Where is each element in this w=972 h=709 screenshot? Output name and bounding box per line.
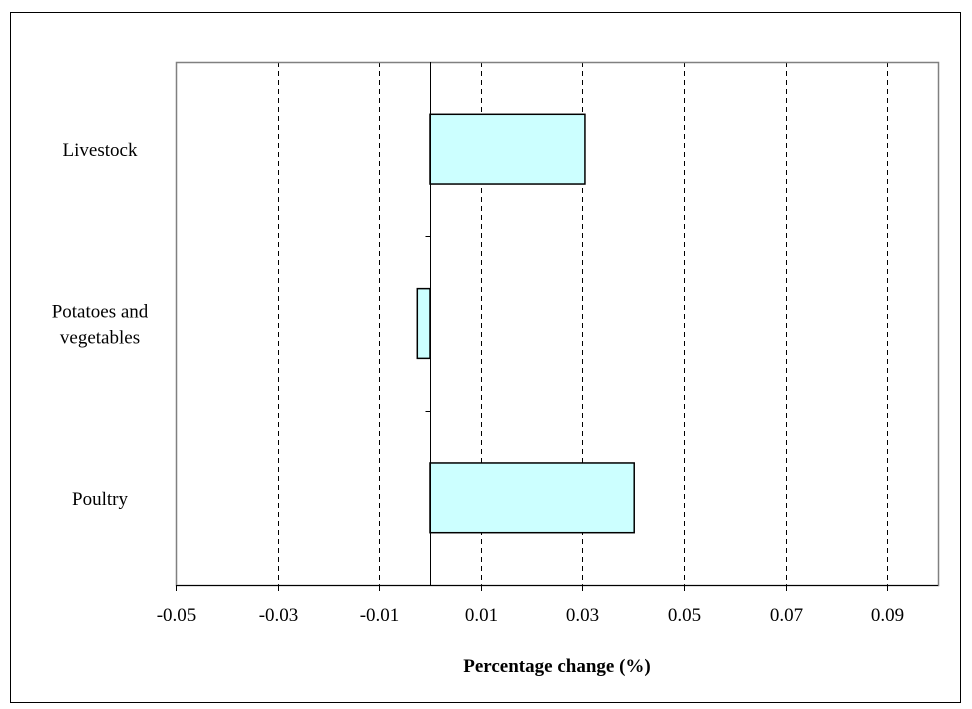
category-label-line: Livestock bbox=[63, 140, 138, 161]
category-label: Livestock bbox=[63, 140, 138, 161]
x-axis-title: Percentage change (%) bbox=[463, 656, 650, 677]
bar bbox=[416, 287, 431, 360]
bar bbox=[429, 462, 635, 534]
bars bbox=[416, 113, 635, 534]
category-label-line: Potatoes and bbox=[52, 302, 149, 323]
x-tick-label: -0.05 bbox=[157, 605, 197, 626]
bar bbox=[429, 113, 586, 185]
x-tick-label: 0.09 bbox=[871, 605, 904, 626]
labels: -0.05 -0.03 -0.01 0.01 0.03 0.05 0.07 0.09 Lives… bbox=[52, 140, 904, 626]
axes bbox=[175, 61, 940, 591]
x-tick-label: -0.03 bbox=[259, 605, 299, 626]
x-tick-label: 0.03 bbox=[566, 605, 599, 626]
category-label-line: Poultry bbox=[72, 489, 128, 510]
x-tick-label: 0.05 bbox=[668, 605, 701, 626]
x-tick-label: -0.01 bbox=[360, 605, 400, 626]
x-tick-label: 0.07 bbox=[770, 605, 803, 626]
category-label: Poultry bbox=[72, 489, 128, 510]
x-tick-label: 0.01 bbox=[465, 605, 498, 626]
category-label-line: vegetables bbox=[60, 328, 140, 349]
category-label: Potatoes and vegetables bbox=[52, 302, 149, 349]
